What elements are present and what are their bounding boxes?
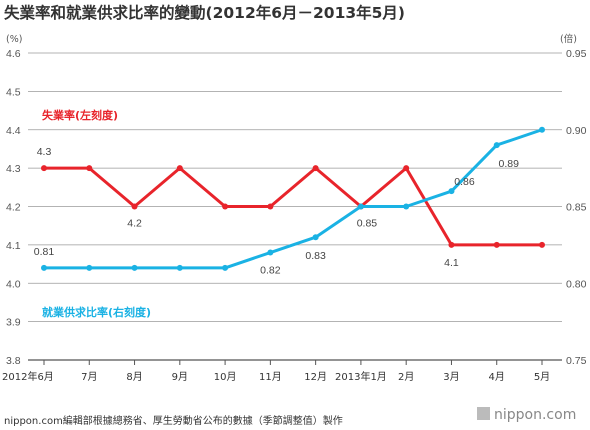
left-tick-label: 4.6 — [6, 48, 21, 60]
x-tick-label: 2013年1月 — [335, 370, 387, 383]
data-label: 0.82 — [260, 265, 281, 277]
data-label: 0.83 — [305, 250, 326, 262]
data-point — [403, 165, 410, 172]
data-point — [41, 264, 47, 271]
data-point — [267, 249, 274, 256]
series-line-1 — [44, 128, 543, 270]
x-tick-label: 2月 — [398, 371, 414, 383]
x-tick-label: 2012年6月 — [2, 370, 54, 383]
series-label-unemployment: 失業率(左刻度) — [42, 108, 118, 122]
data-point — [222, 203, 229, 210]
data-point — [222, 264, 229, 271]
series-area: 4.3 4.2 4.1 0.81 0.82 0.83 0.85 0.86 0.89 — [34, 126, 545, 277]
data-point — [267, 203, 274, 210]
left-tick-label: 4.1 — [6, 240, 21, 252]
brand-logo-mark — [477, 407, 490, 420]
data-label: 4.1 — [444, 257, 459, 269]
source-note: nippon.com編輯部根據總務省、厚生勞動省公布的數據（季節調整值）製作 — [4, 414, 343, 427]
right-tick-label: 0.80 — [566, 278, 587, 290]
x-tick-label: 9月 — [172, 371, 188, 383]
brand-text: nippon.com — [494, 407, 576, 423]
data-point — [86, 165, 93, 172]
left-tick-label: 4.4 — [6, 125, 21, 137]
x-tick-label: 7月 — [81, 371, 97, 383]
chart-title: 失業率和就業供求比率的變動(2012年6月－2013年5月) — [4, 3, 405, 22]
data-point — [539, 241, 545, 248]
data-label: 0.81 — [34, 246, 55, 258]
x-tick-label: 3月 — [443, 371, 459, 383]
x-axis-ticks: 2012年6月 7月 8月 9月 10月 11月 12月 2013年1月 2月 3月 4月 5月 — [2, 360, 550, 383]
data-point — [131, 264, 138, 271]
right-axis-unit: (倍) — [560, 33, 577, 45]
data-point — [131, 203, 138, 210]
left-tick-label: 4.2 — [6, 202, 21, 214]
left-tick-label: 3.9 — [6, 317, 21, 329]
data-point — [312, 234, 319, 241]
data-point — [176, 264, 183, 271]
gridlines — [28, 52, 562, 361]
right-axis-ticks: 0.75 0.80 0.85 0.90 0.95 — [566, 48, 587, 367]
data-point — [312, 165, 319, 172]
data-point — [357, 203, 364, 210]
x-tick-label: 10月 — [214, 371, 237, 383]
data-label: 0.89 — [499, 158, 520, 170]
left-axis-ticks: 3.8 3.9 4.0 4.1 4.2 4.3 4.4 4.5 4.6 — [6, 48, 21, 367]
x-tick-label: 5月 — [534, 371, 550, 383]
left-axis-unit: (%) — [6, 34, 22, 45]
data-label: 0.85 — [357, 218, 378, 230]
series-label-job-ratio: 就業供求比率(右刻度) — [42, 305, 151, 319]
data-point — [448, 241, 455, 248]
data-point — [493, 241, 500, 248]
data-label: 4.3 — [37, 146, 52, 158]
data-point — [448, 188, 455, 195]
data-point — [41, 165, 47, 172]
series-line-0 — [44, 166, 542, 247]
right-tick-label: 0.75 — [566, 355, 587, 367]
right-tick-label: 0.95 — [566, 48, 587, 60]
data-label: 0.86 — [454, 176, 475, 188]
data-point — [539, 126, 545, 133]
data-point — [403, 203, 410, 210]
x-tick-label: 4月 — [489, 371, 505, 383]
x-tick-label: 11月 — [259, 371, 282, 383]
left-tick-label: 4.5 — [6, 86, 21, 98]
right-tick-label: 0.85 — [566, 202, 587, 214]
left-tick-label: 3.8 — [6, 355, 21, 367]
data-point — [86, 264, 93, 271]
x-tick-label: 8月 — [126, 371, 142, 383]
data-point — [493, 142, 500, 149]
left-tick-label: 4.3 — [6, 163, 21, 175]
brand-logo: nippon.com — [477, 407, 576, 423]
left-tick-label: 4.0 — [6, 278, 21, 290]
x-tick-label: 12月 — [304, 371, 327, 383]
data-label: 4.2 — [127, 218, 142, 230]
right-tick-label: 0.90 — [566, 125, 587, 137]
data-point — [176, 165, 183, 172]
